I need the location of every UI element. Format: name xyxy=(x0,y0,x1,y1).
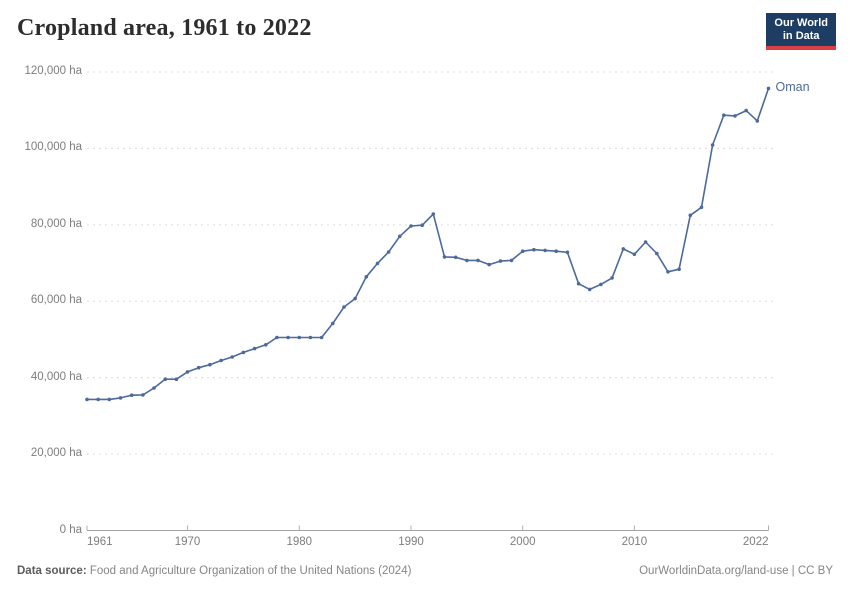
data-point xyxy=(364,275,369,279)
owid-logo-line2: in Data xyxy=(782,30,820,42)
x-tick-label: 1970 xyxy=(174,536,201,548)
owid-logo[interactable]: Our World in Data xyxy=(766,13,836,50)
data-point xyxy=(688,213,693,218)
y-tick-label: 20,000 ha xyxy=(30,447,82,460)
data-point xyxy=(353,296,357,301)
data-point xyxy=(163,377,167,382)
data-point xyxy=(185,370,190,374)
data-point xyxy=(766,86,771,91)
data-point xyxy=(96,397,100,402)
data-point xyxy=(386,250,391,254)
data-point xyxy=(666,270,670,274)
data-point xyxy=(196,365,201,370)
y-axis-labels: 0 ha 20,000 ha 40,000 ha 60,000 ha 80,000 ha… xyxy=(0,0,82,600)
x-tick-label: 1990 xyxy=(398,536,424,548)
data-point xyxy=(286,335,290,340)
data-point xyxy=(219,358,223,363)
data-point xyxy=(252,346,257,351)
data-point xyxy=(85,397,89,402)
data-point xyxy=(208,362,212,367)
data-point xyxy=(319,335,324,340)
data-point xyxy=(308,335,313,340)
data-point xyxy=(331,321,335,326)
x-tick-label: 2010 xyxy=(621,536,648,548)
data-point xyxy=(375,261,380,266)
data-point xyxy=(710,143,715,147)
data-source-note: Data source: Food and Agriculture Organi… xyxy=(17,565,411,577)
x-tick-label: 2000 xyxy=(509,536,536,548)
data-point xyxy=(755,119,760,123)
data-point xyxy=(453,255,458,260)
y-tick-label: 60,000 ha xyxy=(30,294,82,307)
series-label-oman[interactable]: Oman xyxy=(775,80,810,95)
y-tick-label: 40,000 ha xyxy=(30,370,82,383)
data-point xyxy=(118,396,123,400)
data-point xyxy=(699,205,704,210)
data-point xyxy=(275,335,279,340)
data-point xyxy=(476,258,480,263)
data-point xyxy=(543,248,547,253)
data-point xyxy=(643,240,648,244)
data-point xyxy=(420,223,425,227)
y-tick-label: 80,000 ha xyxy=(30,217,82,230)
data-point xyxy=(722,113,726,117)
owid-logo-line1: Our World xyxy=(774,17,828,29)
data-point xyxy=(264,343,268,347)
data-point xyxy=(409,224,413,228)
data-point xyxy=(509,258,514,263)
data-point xyxy=(532,247,536,252)
data-point xyxy=(587,287,592,292)
data-point xyxy=(442,255,447,259)
data-source-text: Food and Agriculture Organization of the… xyxy=(86,565,412,577)
data-point xyxy=(599,282,603,287)
y-tick-label: 100,000 ha xyxy=(24,141,82,154)
data-point xyxy=(230,355,234,359)
y-tick-label: 120,000 ha xyxy=(24,65,82,77)
data-point xyxy=(297,335,302,340)
x-tick-label: 1980 xyxy=(286,536,313,548)
data-point xyxy=(487,262,492,267)
owid-license-link[interactable]: OurWorldinData.org/land-use | CC BY xyxy=(639,565,833,577)
data-point xyxy=(129,393,134,398)
data-point xyxy=(733,114,737,118)
data-point xyxy=(655,251,659,256)
data-point xyxy=(431,212,436,216)
data-point xyxy=(465,258,469,263)
data-point xyxy=(576,281,581,286)
data-point xyxy=(141,393,145,397)
data-point xyxy=(398,234,402,239)
data-point xyxy=(677,267,681,272)
data-point xyxy=(498,259,503,263)
y-tick-label: 0 ha xyxy=(59,523,82,536)
data-point xyxy=(520,249,525,253)
data-source-label: Data source: xyxy=(17,565,87,577)
data-point xyxy=(342,305,346,309)
data-point xyxy=(174,377,179,382)
data-point xyxy=(610,276,614,280)
data-point xyxy=(744,108,748,113)
chart-title: Cropland area, 1961 to 2022 xyxy=(17,15,312,41)
x-tick-label: 1961 xyxy=(87,536,113,548)
data-line-oman xyxy=(87,88,770,401)
data-point xyxy=(621,247,626,251)
data-point xyxy=(565,250,570,255)
data-point xyxy=(107,397,112,402)
data-point xyxy=(241,350,246,355)
data-point xyxy=(632,252,637,257)
data-point xyxy=(152,386,156,390)
data-point xyxy=(554,249,558,253)
x-tick-label: 2022 xyxy=(742,536,769,548)
